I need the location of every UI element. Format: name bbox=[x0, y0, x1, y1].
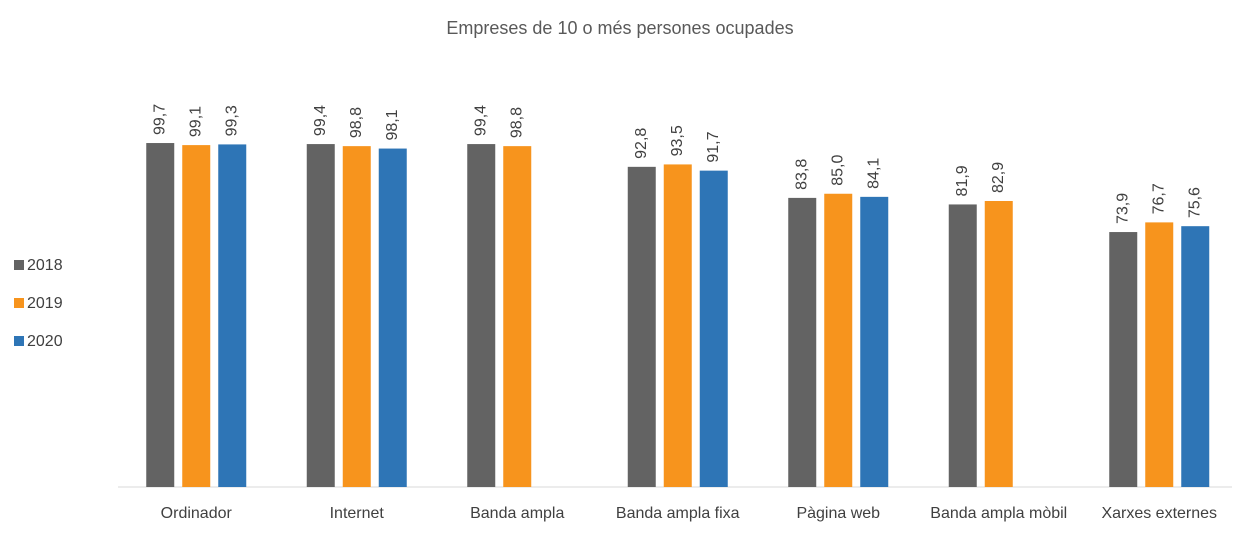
bar bbox=[824, 193, 853, 487]
value-label: 76,7 bbox=[1150, 183, 1167, 214]
chart-title: Empreses de 10 o més persones ocupades bbox=[446, 18, 793, 38]
bar bbox=[663, 164, 692, 488]
value-label: 99,4 bbox=[312, 105, 329, 136]
bar bbox=[860, 196, 889, 488]
legend-label: 2020 bbox=[27, 333, 63, 350]
bar bbox=[948, 204, 977, 487]
bar bbox=[1145, 222, 1174, 487]
x-tick-label: Pàgina web bbox=[796, 505, 881, 522]
x-tick-label: Banda ampla fixa bbox=[615, 505, 740, 522]
bar bbox=[146, 143, 175, 487]
value-label: 75,6 bbox=[1186, 187, 1203, 218]
value-label: 91,7 bbox=[705, 131, 722, 162]
bar bbox=[182, 145, 211, 488]
x-tick-label: Banda ampla mòbil bbox=[930, 505, 1068, 522]
value-label: 84,1 bbox=[865, 158, 882, 189]
bar bbox=[1181, 226, 1210, 487]
value-label: 98,8 bbox=[348, 107, 365, 138]
value-label: 81,9 bbox=[954, 165, 971, 196]
value-label: 73,9 bbox=[1114, 193, 1131, 224]
legend-swatch bbox=[14, 260, 24, 270]
bar bbox=[503, 146, 532, 487]
value-label: 99,3 bbox=[223, 105, 240, 136]
bar bbox=[627, 166, 656, 487]
value-label: 82,9 bbox=[990, 162, 1007, 193]
value-label: 99,1 bbox=[187, 106, 204, 137]
legend-label: 2018 bbox=[27, 257, 63, 274]
bar bbox=[984, 200, 1013, 487]
bar bbox=[218, 144, 247, 488]
value-label: 85,0 bbox=[829, 155, 846, 186]
legend-swatch bbox=[14, 336, 24, 346]
value-label: 98,1 bbox=[384, 109, 401, 140]
x-tick-label: Ordinador bbox=[160, 505, 232, 522]
bar bbox=[1109, 232, 1138, 487]
bar bbox=[306, 144, 335, 487]
value-label: 98,8 bbox=[508, 107, 525, 138]
value-label: 93,5 bbox=[669, 125, 686, 156]
x-tick-label: Internet bbox=[329, 505, 384, 522]
bar bbox=[467, 144, 496, 487]
value-label: 99,7 bbox=[151, 104, 168, 135]
value-label: 83,8 bbox=[793, 159, 810, 190]
bar bbox=[788, 197, 817, 487]
bar bbox=[342, 146, 371, 487]
x-tick-label: Banda ampla bbox=[470, 505, 565, 522]
legend-label: 2019 bbox=[27, 295, 63, 312]
value-label: 92,8 bbox=[633, 128, 650, 159]
legend-swatch bbox=[14, 298, 24, 308]
x-tick-label: Xarxes externes bbox=[1101, 505, 1218, 522]
bar bbox=[378, 148, 407, 487]
bar bbox=[699, 170, 728, 487]
value-label: 99,4 bbox=[472, 105, 489, 136]
